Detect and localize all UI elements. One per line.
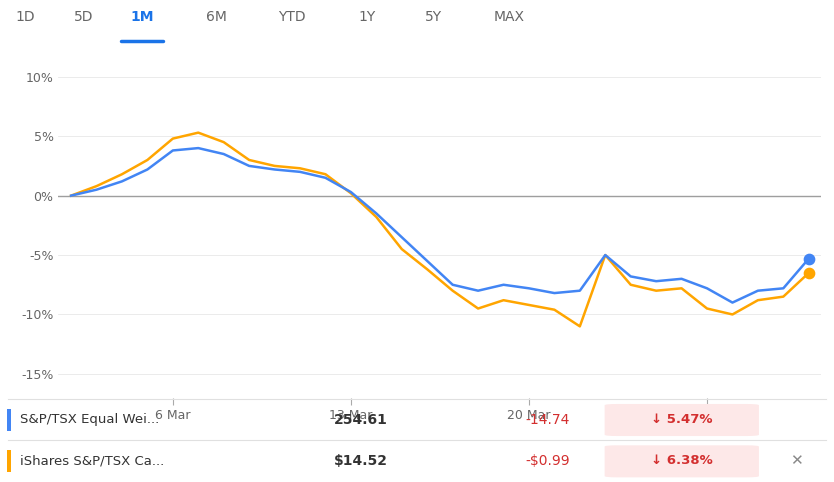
Text: S&P/TSX Equal Wei...: S&P/TSX Equal Wei... xyxy=(20,413,159,426)
FancyBboxPatch shape xyxy=(605,404,759,436)
FancyBboxPatch shape xyxy=(605,445,759,477)
Text: ↓ 5.47%: ↓ 5.47% xyxy=(651,413,713,426)
Text: -14.74: -14.74 xyxy=(525,413,570,427)
Text: YTD: YTD xyxy=(278,10,306,25)
Point xyxy=(802,255,816,263)
Point xyxy=(802,269,816,277)
Text: 5Y: 5Y xyxy=(425,10,442,25)
Text: iShares S&P/TSX Ca...: iShares S&P/TSX Ca... xyxy=(20,455,164,468)
Text: 254.61: 254.61 xyxy=(334,413,388,427)
Text: 5D: 5D xyxy=(73,10,93,25)
Text: ↓ 6.38%: ↓ 6.38% xyxy=(651,455,713,468)
Text: ✕: ✕ xyxy=(790,454,803,469)
Bar xyxy=(7,409,11,430)
Text: 1D: 1D xyxy=(15,10,35,25)
Text: 1M: 1M xyxy=(130,10,153,25)
Bar xyxy=(7,450,11,472)
Text: $14.52: $14.52 xyxy=(334,454,388,468)
Text: -$0.99: -$0.99 xyxy=(525,454,570,468)
Text: MAX: MAX xyxy=(493,10,525,25)
Text: 6M: 6M xyxy=(206,10,228,25)
Text: 1Y: 1Y xyxy=(359,10,375,25)
